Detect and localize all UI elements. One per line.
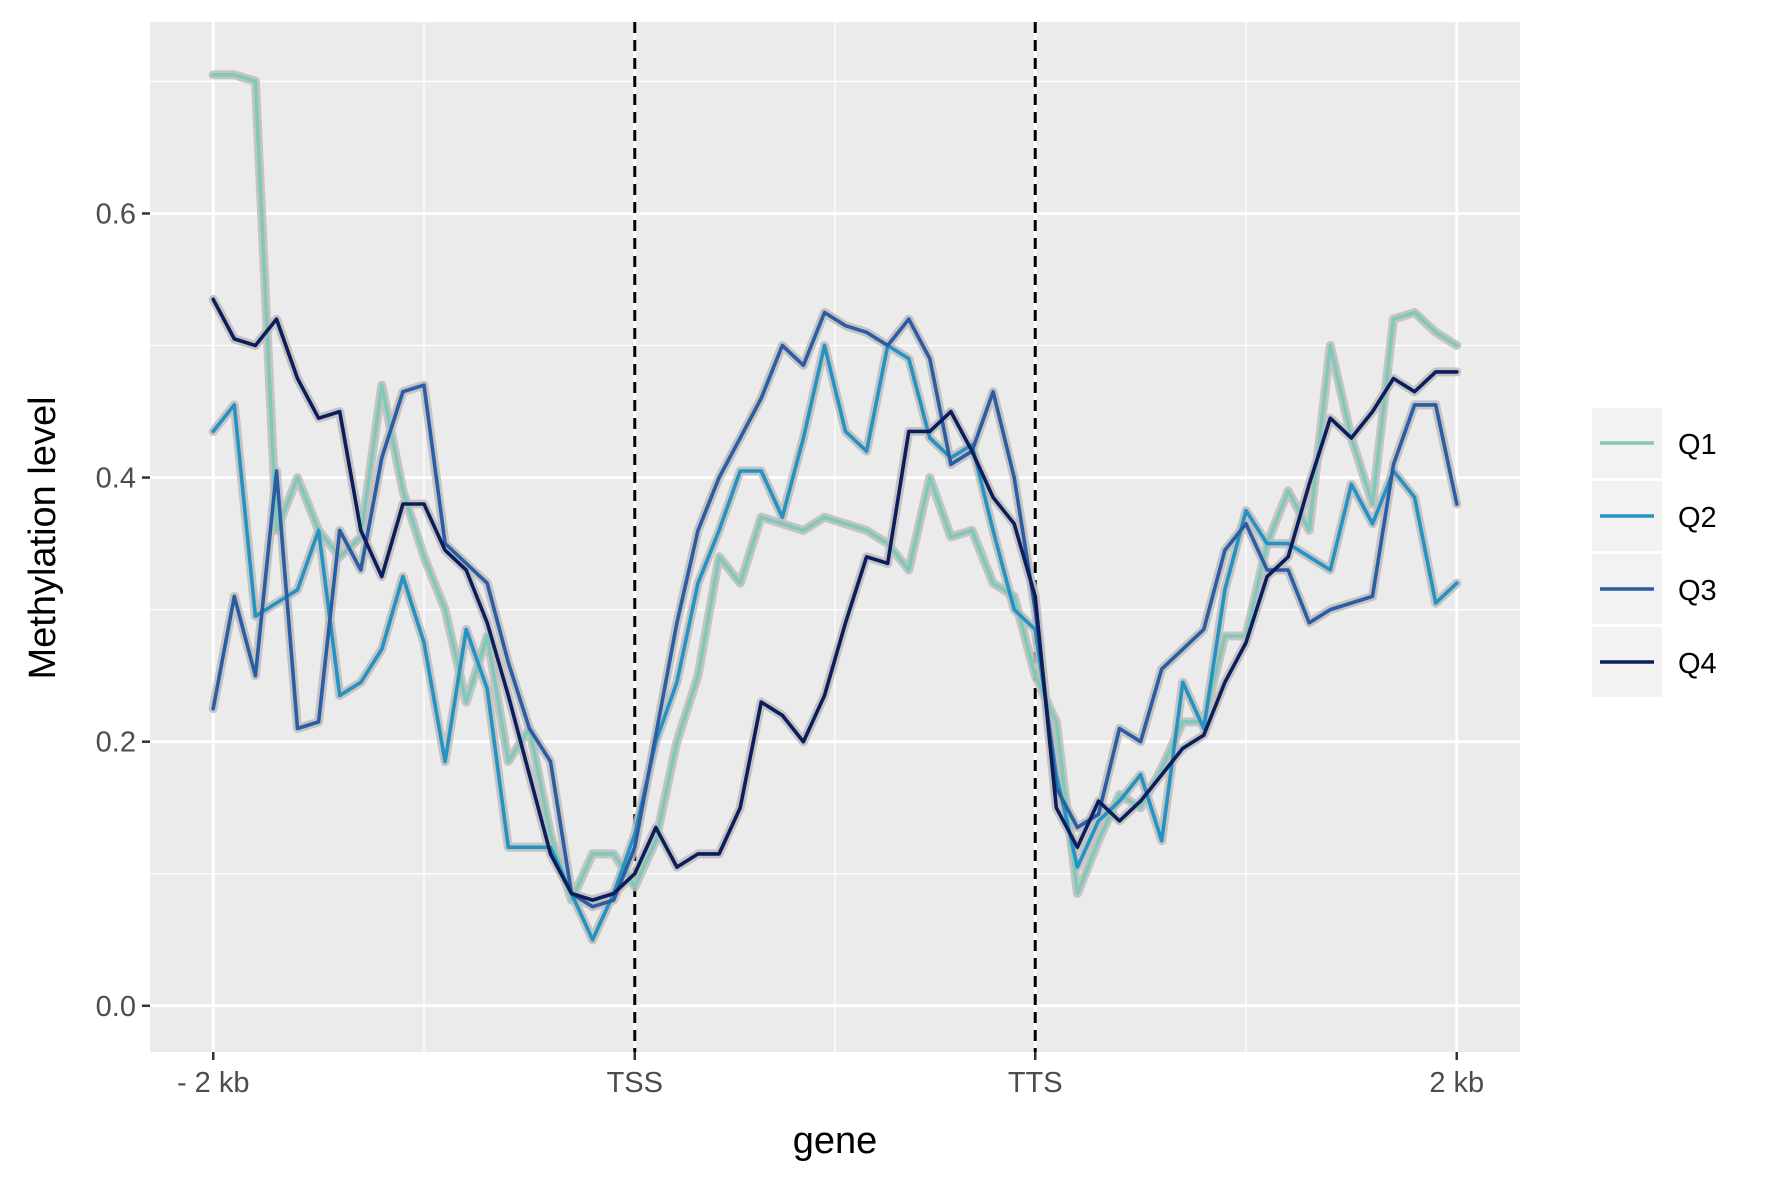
y-tick-label: 0.0 (96, 991, 136, 1023)
y-tick-label: 0.6 (96, 198, 136, 230)
series-line-q1 (211, 73, 1459, 902)
series-line-q2 (211, 343, 1459, 942)
x-tick-label: 2 kb (1429, 1067, 1484, 1099)
series-line-q4 (211, 297, 1459, 902)
series-line-q3 (211, 310, 1459, 909)
x-tick-label: TSS (607, 1067, 663, 1099)
y-axis-title: Methylation level (22, 396, 64, 679)
minor-gridlines (150, 22, 1520, 1052)
legend-label-q2: Q2 (1678, 502, 1717, 534)
legend: Q1 Q2 Q3 Q4 (1592, 408, 1717, 697)
legend-label-q1: Q1 (1678, 429, 1717, 461)
y-tick-label: 0.4 (96, 463, 136, 495)
y-tick-label: 0.2 (96, 727, 136, 759)
legend-label-q3: Q3 (1678, 575, 1717, 607)
y-axis: 0.0 0.2 0.4 0.6 (96, 198, 150, 1023)
reference-lines (633, 22, 1037, 1052)
x-axis: - 2 kb TSS TTS 2 kb (177, 1052, 1484, 1099)
series-lines (211, 73, 1459, 942)
legend-label-q4: Q4 (1678, 648, 1717, 680)
x-tick-label: - 2 kb (177, 1067, 250, 1099)
x-axis-title: gene (793, 1120, 878, 1162)
x-tick-label: TTS (1008, 1067, 1063, 1099)
